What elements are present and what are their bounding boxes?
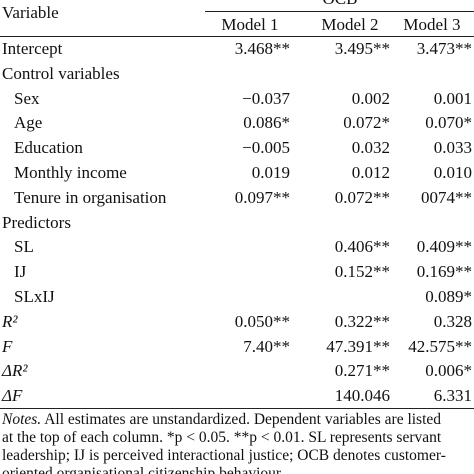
row-label: ΔR² <box>2 361 28 381</box>
cell-value: 0.097** <box>234 187 290 207</box>
cell-value: 0.001 <box>433 88 472 108</box>
model-header: Model 1 <box>221 15 279 34</box>
cell-value: 0.072** <box>334 187 390 207</box>
cell-value: 0.019 <box>251 163 290 182</box>
cell-value: 42.575** <box>408 336 472 356</box>
group-header: OCB <box>290 0 390 9</box>
model-header: Model 3 <box>403 15 461 34</box>
cell-value: 0.032 <box>351 138 390 158</box>
cell-value: −0.037 <box>242 88 290 108</box>
row-label: SL <box>14 237 34 257</box>
row-label: F <box>2 336 13 356</box>
cell-value: 0.169** <box>416 262 472 282</box>
cell-value: 0.006* <box>425 361 472 381</box>
cell-value: 3.468** <box>234 39 290 58</box>
notes-label: Notes. <box>2 411 42 428</box>
notes-text: All estimates are unstandardized. Depend… <box>41 411 442 428</box>
row-label: R² <box>2 311 18 331</box>
notes-line: at the top of each column. *p < 0.05. **… <box>2 429 442 446</box>
cell-value: 0.002 <box>351 88 390 108</box>
cell-value: 0.086* <box>243 113 290 133</box>
cell-value: 3.473** <box>416 39 472 58</box>
bottom-rule <box>0 408 474 409</box>
row-label: Intercept <box>2 39 63 58</box>
notes-line: Notes. All estimates are unstandardized.… <box>2 411 441 429</box>
header-rule <box>0 36 474 37</box>
cell-value: 0.012 <box>351 163 390 182</box>
row-label: Education <box>14 138 83 158</box>
cell-value: 0.322** <box>334 311 390 331</box>
row-label: SLxIJ <box>14 287 55 306</box>
row-label: Predictors <box>2 212 71 232</box>
row-label: Control variables <box>2 63 120 83</box>
group-rule <box>205 11 474 12</box>
cell-value: 0.406** <box>334 237 390 257</box>
cell-value: 7.40** <box>243 336 290 356</box>
cell-value: 0074** <box>421 187 472 207</box>
cell-value: 0.070* <box>425 113 472 133</box>
row-label: Age <box>14 113 43 133</box>
cell-value: 140.046 <box>334 386 390 406</box>
cell-value: 0.152** <box>334 262 390 282</box>
cell-value: 3.495** <box>334 39 390 58</box>
cell-value: 0.010 <box>433 163 472 182</box>
notes-line: oriented organisational citizenship beha… <box>2 465 282 474</box>
cell-value: 0.050** <box>234 311 290 331</box>
cell-value: 0.271** <box>334 361 390 381</box>
variable-header: Variable <box>2 3 59 22</box>
cell-value: 0.409** <box>416 237 472 257</box>
cell-value: 0.089* <box>425 287 472 306</box>
row-label: Tenure in organisation <box>14 187 167 207</box>
row-label: IJ <box>14 262 27 282</box>
cell-value: 47.391** <box>326 336 390 356</box>
row-label: Sex <box>14 88 40 108</box>
cell-value: −0.005 <box>242 138 290 158</box>
cell-value: 0.033 <box>433 138 472 158</box>
cell-value: 0.328 <box>433 311 472 331</box>
notes-line: leadership; IJ is perceived interactiona… <box>2 447 446 464</box>
cell-value: 0.072* <box>343 113 390 133</box>
row-label: ΔF <box>2 386 23 406</box>
cell-value: 6.331 <box>433 386 472 406</box>
row-label: Monthly income <box>14 163 127 182</box>
model-header: Model 2 <box>321 15 379 34</box>
